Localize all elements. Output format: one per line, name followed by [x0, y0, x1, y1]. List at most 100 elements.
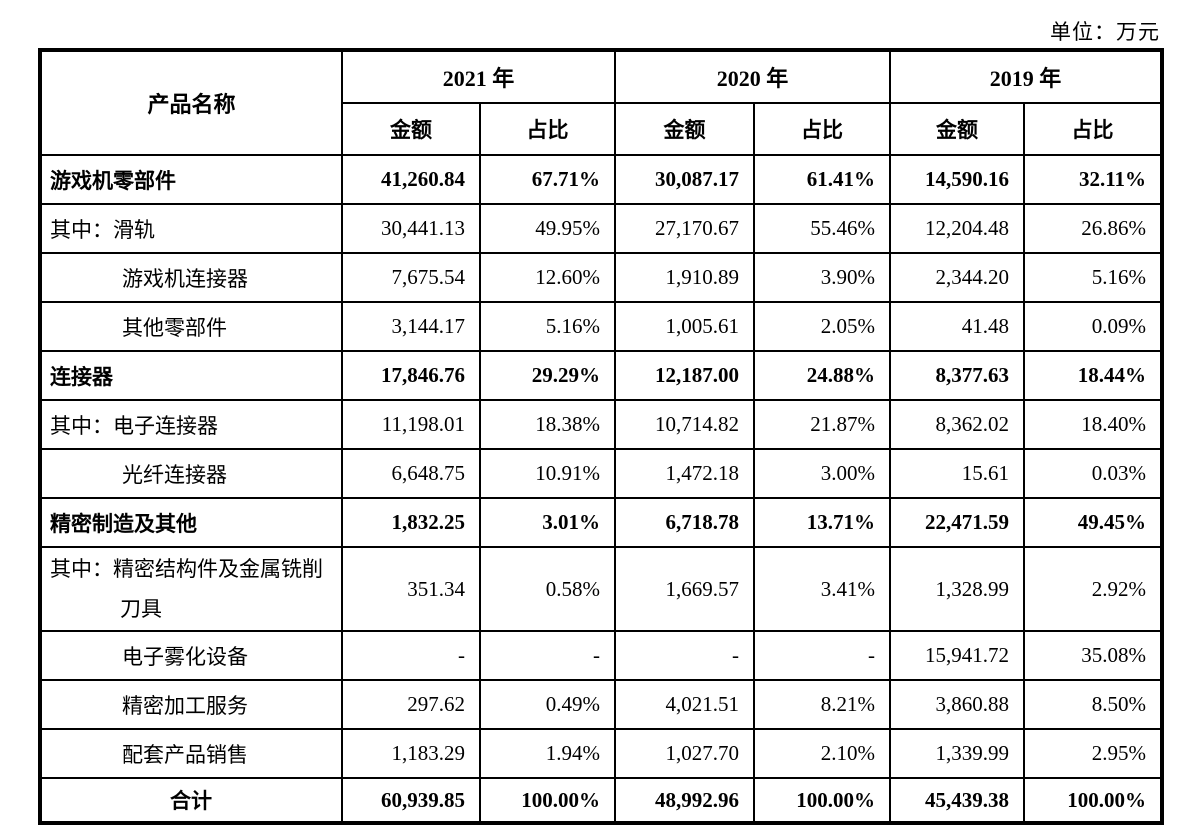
ratio-header-2021: 占比 [478, 102, 617, 156]
ratio-cell: 18.40% [1023, 399, 1164, 450]
ratio-cell: 100.00% [753, 777, 892, 824]
table-row: 其中：滑轨 30,441.13 49.95% 27,170.67 55.46% 12,20… [39, 203, 1164, 254]
amount-cell: 30,441.13 [341, 203, 481, 254]
amount-cell: 1,183.29 [341, 728, 481, 779]
ratio-cell: 0.09% [1023, 301, 1164, 352]
year-2020-header: 2020 年 [614, 49, 892, 104]
ratio-cell: 67.71% [478, 154, 617, 205]
product-name-cell: 精密加工服务 [39, 679, 343, 730]
ratio-cell: 3.01% [478, 497, 617, 548]
amount-header-2020: 金额 [614, 102, 756, 156]
amount-cell: 15.61 [889, 448, 1026, 499]
product-name-cell: 其中：精密结构件及金属铣削刀具 [39, 546, 343, 632]
amount-cell: 10,714.82 [614, 399, 756, 450]
product-name-cell: 其中：电子连接器 [39, 399, 343, 450]
amount-cell: 2,344.20 [889, 252, 1026, 303]
ratio-cell: 3.00% [753, 448, 892, 499]
ratio-cell: 2.95% [1023, 728, 1164, 779]
amount-cell: 1,832.25 [341, 497, 481, 548]
amount-cell: 1,027.70 [614, 728, 756, 779]
amount-cell: 1,339.99 [889, 728, 1026, 779]
amount-cell: 14,590.16 [889, 154, 1026, 205]
ratio-cell: 2.10% [753, 728, 892, 779]
ratio-cell: 1.94% [478, 728, 617, 779]
amount-cell: - [614, 630, 756, 681]
ratio-cell: 35.08% [1023, 630, 1164, 681]
ratio-cell: 24.88% [753, 350, 892, 401]
amount-cell: 6,648.75 [341, 448, 481, 499]
amount-cell: 30,087.17 [614, 154, 756, 205]
amount-cell: 41,260.84 [341, 154, 481, 205]
ratio-cell: 3.90% [753, 252, 892, 303]
ratio-cell: 29.29% [478, 350, 617, 401]
product-name-cell: 光纤连接器 [39, 448, 343, 499]
ratio-cell: 26.86% [1023, 203, 1164, 254]
amount-cell: 1,472.18 [614, 448, 756, 499]
unit-label: 单位：万元 [1050, 20, 1160, 44]
ratio-cell: 13.71% [753, 497, 892, 548]
table-row: 其中：电子连接器 11,198.01 18.38% 10,714.82 21.87% 8,… [39, 399, 1164, 450]
amount-cell: 1,910.89 [614, 252, 756, 303]
ratio-cell: 0.03% [1023, 448, 1164, 499]
ratio-cell: 61.41% [753, 154, 892, 205]
ratio-cell: 5.16% [478, 301, 617, 352]
amount-cell: 6,718.78 [614, 497, 756, 548]
amount-cell: 8,362.02 [889, 399, 1026, 450]
amount-cell: 8,377.63 [889, 350, 1026, 401]
amount-cell: 3,144.17 [341, 301, 481, 352]
amount-cell: 351.34 [341, 546, 481, 632]
amount-cell: 27,170.67 [614, 203, 756, 254]
ratio-cell: 5.16% [1023, 252, 1164, 303]
product-revenue-table: 产品名称 2021 年 2020 年 2019 年 金额 占比 金额 占比 金额… [38, 48, 1165, 825]
amount-header-2019: 金额 [889, 102, 1026, 156]
ratio-cell: 10.91% [478, 448, 617, 499]
amount-cell: 15,941.72 [889, 630, 1026, 681]
ratio-cell: 0.49% [478, 679, 617, 730]
amount-cell: 297.62 [341, 679, 481, 730]
ratio-cell: 32.11% [1023, 154, 1164, 205]
product-name-cell: 配套产品销售 [39, 728, 343, 779]
ratio-cell: - [753, 630, 892, 681]
ratio-cell: 49.95% [478, 203, 617, 254]
ratio-cell: - [478, 630, 617, 681]
amount-cell: 1,328.99 [889, 546, 1026, 632]
table-row: 连接器 17,846.76 29.29% 12,187.00 24.88% 8,377.6… [39, 350, 1164, 401]
product-name-cell: 电子雾化设备 [39, 630, 343, 681]
table-row: 其中：精密结构件及金属铣削刀具 351.34 0.58% 1,669.57 3.41% 1… [39, 546, 1164, 632]
ratio-cell: 2.92% [1023, 546, 1164, 632]
ratio-cell: 18.44% [1023, 350, 1164, 401]
product-name-cell: 其中：滑轨 [39, 203, 343, 254]
year-header-row: 产品名称 2021 年 2020 年 2019 年 [39, 49, 1164, 156]
product-name-cell: 其他零部件 [39, 301, 343, 352]
amount-header-2021: 金额 [341, 102, 481, 156]
ratio-header-2020: 占比 [753, 102, 892, 156]
amount-cell: 45,439.38 [889, 777, 1026, 824]
product-name-cell: 游戏机零部件 [39, 154, 343, 205]
ratio-cell: 8.21% [753, 679, 892, 730]
amount-cell: 12,204.48 [889, 203, 1026, 254]
product-name-cell: 合计 [39, 777, 343, 824]
amount-cell: 7,675.54 [341, 252, 481, 303]
ratio-cell: 100.00% [478, 777, 617, 824]
table-body: 游戏机零部件 41,260.84 67.71% 30,087.17 61.41% 14,5… [39, 154, 1164, 824]
ratio-cell: 18.38% [478, 399, 617, 450]
ratio-cell: 12.60% [478, 252, 617, 303]
ratio-cell: 2.05% [753, 301, 892, 352]
amount-cell: 17,846.76 [341, 350, 481, 401]
year-2021-header: 2021 年 [340, 49, 617, 104]
table-row: 配套产品销售 1,183.29 1.94% 1,027.70 2.10% 1,339.99… [39, 728, 1164, 779]
amount-cell: 1,005.61 [614, 301, 756, 352]
amount-cell: 1,669.57 [614, 546, 756, 632]
table-row: 电子雾化设备 - - - -15,941.72 35.08% [39, 630, 1164, 681]
ratio-header-2019: 占比 [1023, 102, 1164, 156]
product-name-cell: 游戏机连接器 [39, 252, 343, 303]
sub-header-row: 金额 占比 金额 占比 金额 占比 [40, 102, 1164, 156]
amount-cell: 11,198.01 [341, 399, 481, 450]
amount-cell: 60,939.85 [341, 777, 481, 824]
ratio-cell: 21.87% [753, 399, 892, 450]
product-name-cell: 精密制造及其他 [39, 497, 343, 548]
table-row: 精密制造及其他 1,832.25 3.01% 6,718.78 13.71% 22,471… [39, 497, 1164, 548]
amount-cell: 4,021.51 [614, 679, 756, 730]
table-row: 光纤连接器 6,648.75 10.91% 1,472.18 3.00% 15.61 0.0… [39, 448, 1164, 499]
ratio-cell: 0.58% [478, 546, 617, 632]
